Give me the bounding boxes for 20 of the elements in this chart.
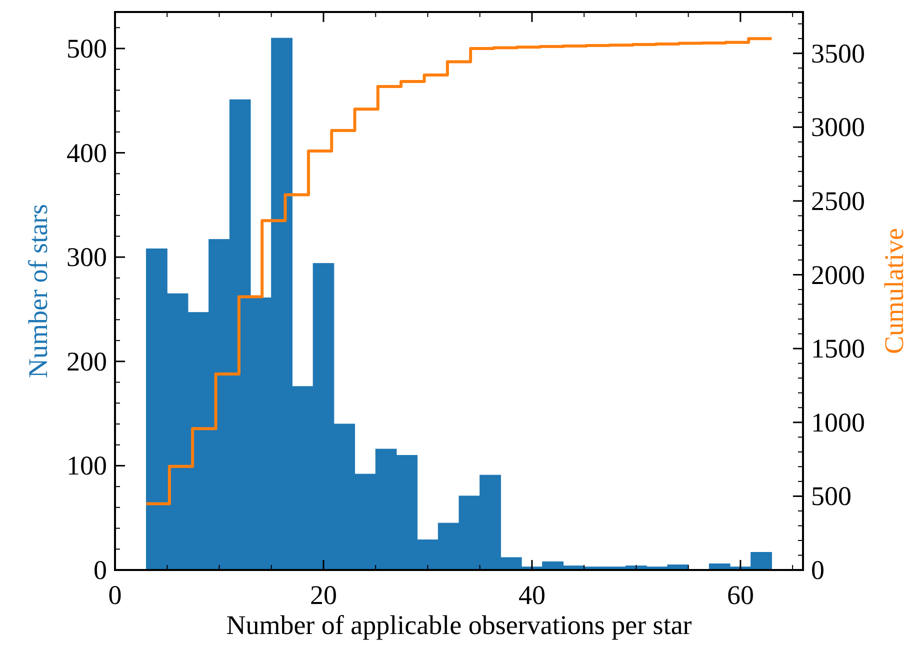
y-tick-label: 500 bbox=[66, 34, 107, 64]
y-tick-label: 0 bbox=[94, 555, 107, 585]
x-tick-label: 40 bbox=[518, 580, 546, 610]
y2-tick-label: 3500 bbox=[811, 38, 865, 68]
y-tick-label: 300 bbox=[66, 242, 107, 272]
y-tick-label: 400 bbox=[66, 138, 107, 168]
y-tick-label: 100 bbox=[66, 450, 107, 481]
y2-tick-label: 3000 bbox=[811, 112, 865, 142]
y2-tick-label: 2500 bbox=[811, 186, 865, 216]
y2-tick-label: 2000 bbox=[811, 260, 865, 290]
y-axis-title: Number of stars bbox=[23, 204, 53, 378]
y-tick-label: 200 bbox=[66, 346, 107, 376]
y2-tick-label: 1500 bbox=[811, 334, 865, 364]
y2-tick-label: 500 bbox=[811, 481, 852, 512]
y2-tick-label: 1000 bbox=[811, 407, 865, 438]
x-tick-label: 60 bbox=[726, 580, 754, 610]
y2-axis-title: Cumulative bbox=[879, 228, 909, 354]
x-tick-label: 20 bbox=[310, 580, 337, 610]
y2-tick-label: 0 bbox=[811, 555, 824, 585]
x-axis-title: Number of applicable observations per star bbox=[226, 610, 692, 640]
